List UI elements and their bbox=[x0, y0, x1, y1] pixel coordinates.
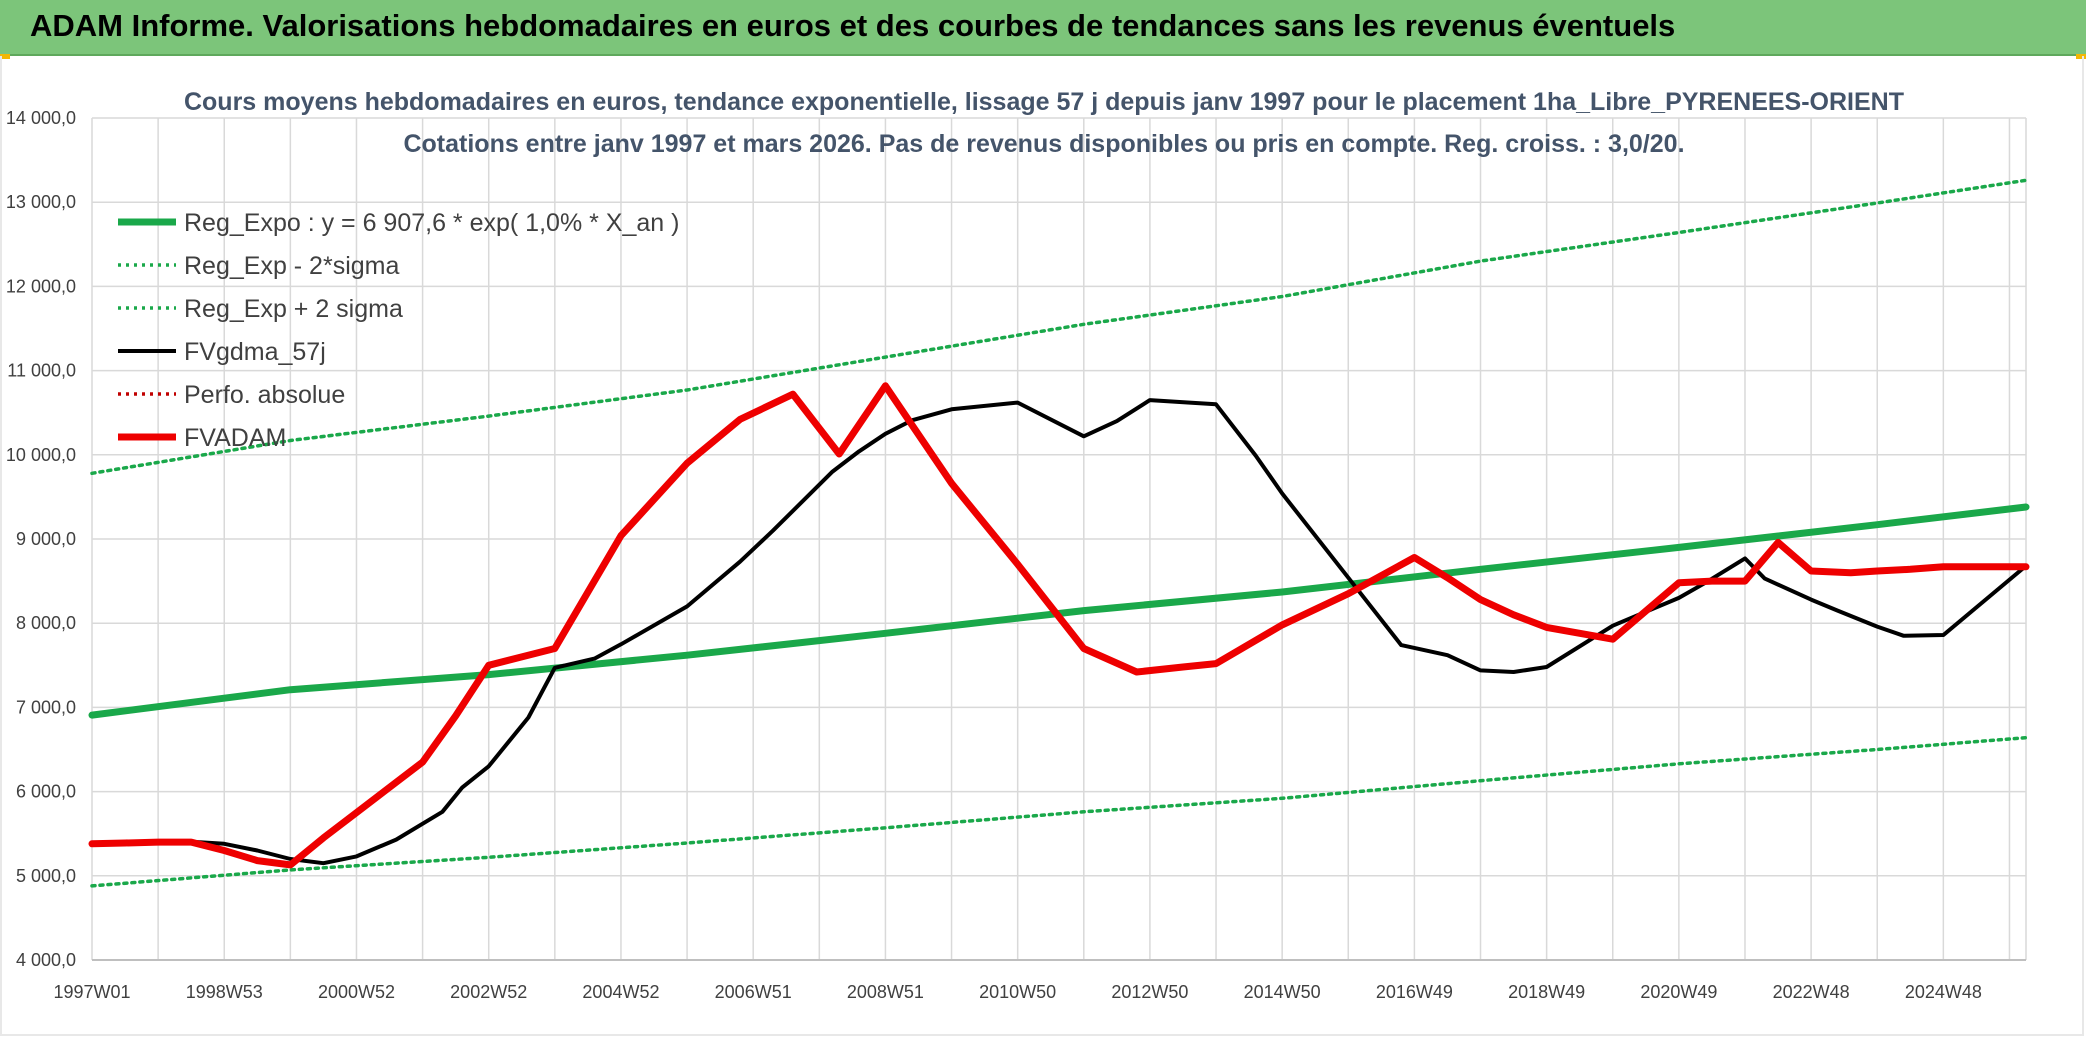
legend-label-2: Reg_Exp + 2 sigma bbox=[184, 295, 403, 323]
x-tick-label: 2018W49 bbox=[1508, 982, 1585, 1002]
y-axis: 4 000,0 5 000,0 6 000,0 7 000,0 8 000,0 9 000… bbox=[6, 108, 76, 970]
chart-subtitle: Cotations entre janv 1997 et mars 2026. … bbox=[403, 130, 1684, 158]
y-tick-label: 13 000,0 bbox=[6, 192, 76, 212]
y-tick-label: 12 000,0 bbox=[6, 276, 76, 296]
y-tick-label: 5 000,0 bbox=[16, 866, 76, 886]
legend-label-1: Reg_Exp - 2*sigma bbox=[184, 252, 399, 280]
x-tick-label: 1998W53 bbox=[186, 982, 263, 1002]
grid-horizontal bbox=[92, 117, 2026, 961]
x-tick-label: 2004W52 bbox=[582, 982, 659, 1002]
legend-label-4: Perfo. absolue bbox=[184, 381, 345, 409]
chart-frame bbox=[0, 56, 2084, 1036]
legend-label-5: FVADAM bbox=[184, 424, 286, 452]
x-tick-label: 1997W01 bbox=[53, 982, 130, 1002]
series-line-1 bbox=[90, 735, 2028, 888]
legend: Reg_Expo : y = 6 907,6 * exp( 1,0% * X_a… bbox=[118, 209, 679, 452]
x-tick-label: 2014W50 bbox=[1244, 982, 1321, 1002]
series-line-5 bbox=[88, 382, 2030, 869]
series-line-2 bbox=[90, 178, 2028, 476]
y-tick-label: 9 000,0 bbox=[16, 529, 76, 549]
corner-mark-left bbox=[0, 54, 10, 59]
x-axis: 1997W01 1998W53 2000W52 2002W52 2004W52 2006W… bbox=[53, 982, 1981, 1002]
x-tick-label: 2020W49 bbox=[1640, 982, 1717, 1002]
x-tick-label: 2022W48 bbox=[1773, 982, 1850, 1002]
y-tick-label: 10 000,0 bbox=[6, 445, 76, 465]
series-line-0 bbox=[88, 503, 2030, 719]
x-tick-label: 2016W49 bbox=[1376, 982, 1453, 1002]
x-tick-label: 2002W52 bbox=[450, 982, 527, 1002]
grid-vertical bbox=[91, 118, 2027, 961]
y-tick-label: 8 000,0 bbox=[16, 613, 76, 633]
x-tick-label: 2006W51 bbox=[715, 982, 792, 1002]
y-tick-label: 4 000,0 bbox=[16, 950, 76, 970]
x-tick-label: 2008W51 bbox=[847, 982, 924, 1002]
y-tick-label: 6 000,0 bbox=[16, 782, 76, 802]
banner-title: ADAM Informe. Valorisations hebdomadaire… bbox=[30, 8, 1676, 43]
y-tick-label: 14 000,0 bbox=[6, 108, 76, 128]
legend-label-3: FVgdma_57j bbox=[184, 338, 326, 366]
x-tick-label: 2010W50 bbox=[979, 982, 1056, 1002]
series-line-3 bbox=[90, 398, 2028, 866]
y-tick-label: 7 000,0 bbox=[16, 697, 76, 717]
chart-title: Cours moyens hebdomadaires en euros, ten… bbox=[184, 88, 1904, 116]
banner: ADAM Informe. Valorisations hebdomadaire… bbox=[0, 0, 2086, 56]
legend-label-0: Reg_Expo : y = 6 907,6 * exp( 1,0% * X_a… bbox=[184, 209, 679, 237]
corner-mark-right bbox=[2076, 54, 2086, 59]
x-tick-label: 2000W52 bbox=[318, 982, 395, 1002]
series-layer bbox=[88, 178, 2030, 888]
x-tick-label: 2012W50 bbox=[1111, 982, 1188, 1002]
y-tick-label: 11 000,0 bbox=[7, 361, 76, 381]
x-tick-label: 2024W48 bbox=[1905, 982, 1982, 1002]
